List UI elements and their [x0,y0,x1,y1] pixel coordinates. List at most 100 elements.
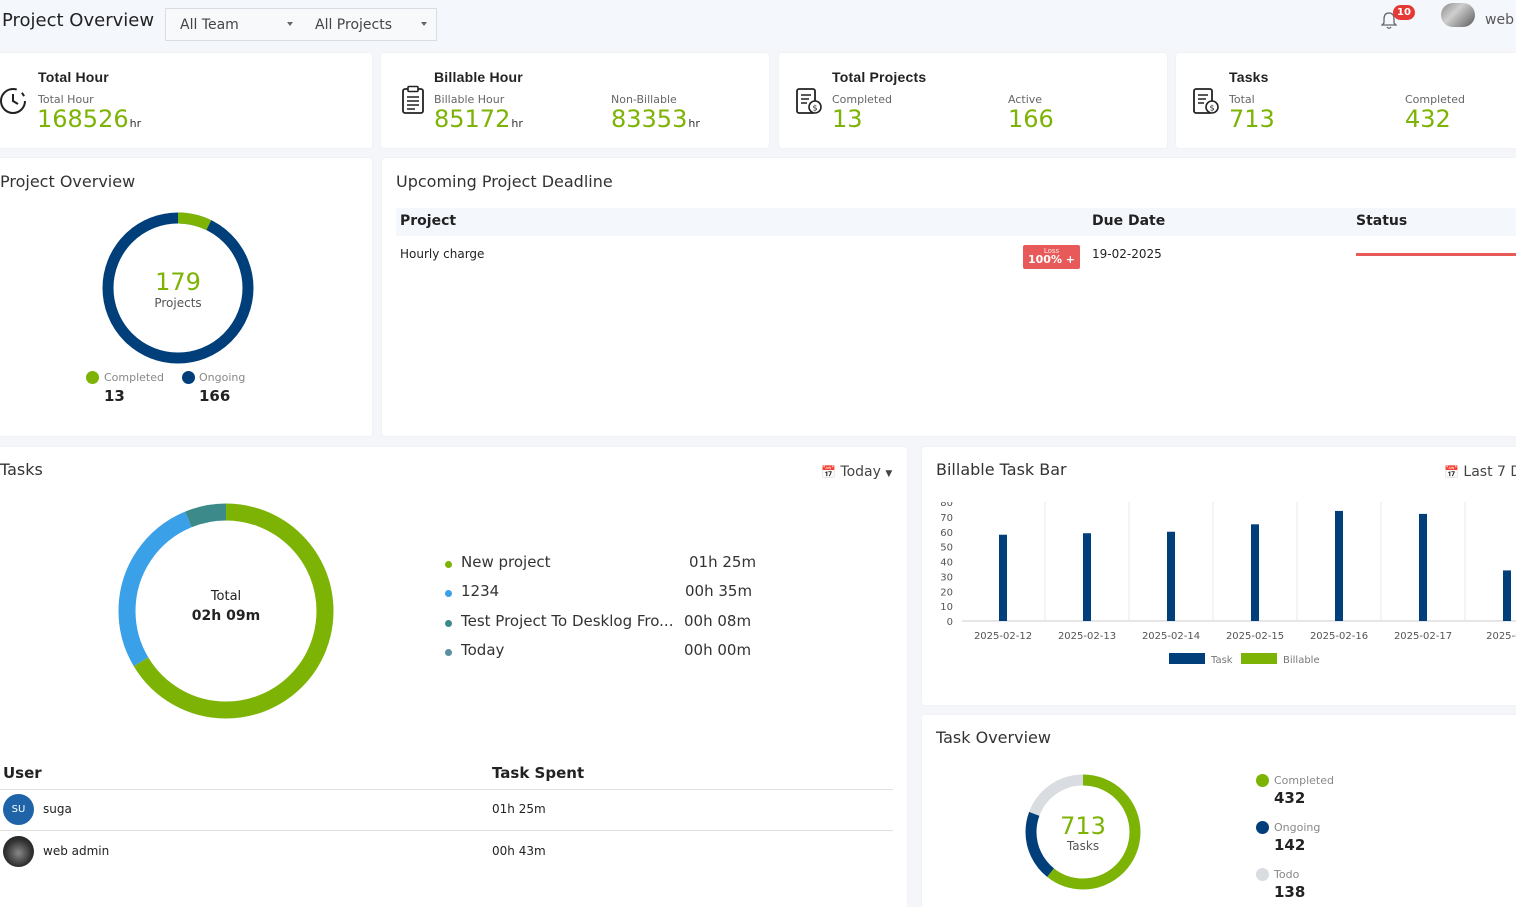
caret-down-icon: ▼ [885,469,893,479]
stat-sub-label: Active [1008,93,1043,106]
stat-title: Tasks [1229,69,1269,85]
calendar-icon: 📅 [821,465,836,479]
task-bar[interactable] [1083,533,1091,621]
stat-sub-label: Billable Hour [434,93,505,106]
x-tick-label: 2025-02-16 [1310,631,1368,642]
clipboard-icon [402,85,424,114]
value-number: 85172 [434,105,511,133]
donut-segment [118,503,334,719]
tasks-donut-chart [118,503,334,719]
section-title: Billable Task Bar [936,460,1067,479]
project-donut-chart [102,212,254,364]
loss-badge-label: Loss [1043,247,1060,255]
notification-badge: 10 [1393,5,1415,20]
task-legend-dot [445,620,452,627]
y-tick-label: 60 [940,528,953,539]
range-label: Today [840,464,881,480]
tasks-sheet-icon: $ [1193,88,1219,114]
range-dropdown[interactable]: 📅 Today ▼ [821,464,892,480]
project-name[interactable]: Hourly charge [400,247,485,261]
task-bar[interactable] [1251,524,1259,621]
legend-swatch[interactable] [1241,653,1277,664]
legend-label: Ongoing [199,371,246,384]
task-name: Today [461,641,505,659]
task-time: 00h 08m [684,612,752,630]
upcoming-deadline-card: Upcoming Project Deadline Project Due Da… [382,158,1516,436]
todo-legend-dot [1256,868,1269,881]
total-projects-card: $ Total Projects Completed 13 Active 166 [779,53,1167,148]
donut-segment [1025,774,1141,890]
user-avatar: SU [3,794,34,825]
legend-value: 142 [1274,836,1306,854]
task-legend-dot [445,590,452,597]
legend-swatch[interactable] [1169,653,1205,664]
legend-label: Billable [1283,655,1320,666]
x-tick-label: 2025-02 [1486,631,1516,642]
column-header-status: Status [1356,213,1408,229]
x-tick-label: 2025-02-12 [974,631,1032,642]
team-filter-select[interactable]: All Team [165,8,302,41]
task-spent: 01h 25m [492,802,546,816]
user-name[interactable]: web [1485,12,1514,28]
billable-task-bar-card: Billable Task Bar 📅 Last 7 Da 0 10 20 30 40 5… [922,447,1516,705]
x-tick-label: 2025-02-13 [1058,631,1116,642]
range-dropdown[interactable]: 📅 Last 7 Da [1444,464,1516,480]
task-time: 00h 00m [684,641,752,659]
task-bar[interactable] [1419,513,1427,621]
task-bar[interactable] [999,534,1007,621]
caret-down-icon [287,22,293,26]
stat-title: Total Hour [38,69,109,85]
donut-segment [118,503,334,719]
y-tick-label: 70 [940,513,953,524]
user-avatar[interactable] [1441,3,1475,27]
non-billable-value: 83353hr [611,105,700,133]
project-sheet-icon: $ [796,88,822,114]
task-time: 01h 25m [689,553,757,571]
tasks-card: $ Tasks Total 713 Completed 432 [1176,53,1516,148]
range-label: Last 7 Da [1463,464,1516,480]
user-name: web admin [43,844,110,858]
completed-legend-dot [86,371,99,384]
tasks-total-label: Total [210,589,242,604]
task-name: New project [461,553,551,571]
active-projects-value: 166 [1008,105,1054,133]
y-tick-label: 50 [940,543,953,554]
section-title: Upcoming Project Deadline [396,172,613,191]
legend-value: 13 [104,387,125,405]
y-tick-label: 0 [947,617,953,628]
unit-label: hr [511,117,523,130]
task-bar[interactable] [1167,531,1175,621]
billable-bar-chart: 0 10 20 30 40 50 60 70 80 2025-02-12 2025-02-13 202… [940,502,1516,666]
completed-arc [102,212,254,364]
value-number: 83353 [611,105,688,133]
task-name: 1234 [461,582,500,600]
billable-hour-card: Billable Hour Billable Hour 85172hr Non-… [381,53,769,148]
task-overview-donut [1025,774,1141,890]
task-bar[interactable] [1503,570,1511,621]
table-header-row [396,208,1516,236]
project-total-value: 179 [155,268,201,296]
due-date: 19-02-2025 [1092,247,1162,261]
legend-label: Completed [104,371,164,384]
unit-label: hr [688,117,700,130]
project-filter-select[interactable]: All Projects [301,8,437,41]
legend-label: Completed [1274,774,1334,787]
page-title: Project Overview [2,10,155,31]
svg-text:$: $ [1210,104,1215,113]
task-legend-dot [445,561,452,568]
total-hour-card: Total Hour Total Hour 168526hr [0,53,372,148]
task-overview-label: Tasks [1066,839,1100,853]
y-tick-label: 80 [940,502,953,509]
column-header-user: User [3,764,42,782]
column-header-due-date: Due Date [1092,213,1166,229]
column-header-task-spent: Task Spent [492,764,585,782]
task-overview-card: Task Overview 713 Tasks Completed 432 On… [922,715,1516,907]
task-bar[interactable] [1335,510,1343,621]
bell-icon[interactable] [1381,12,1397,30]
legend-value: 138 [1274,883,1306,901]
value-number: 168526 [37,105,129,133]
y-tick-label: 40 [940,558,953,569]
ongoing-legend-dot [1256,821,1269,834]
team-filter-label: All Team [180,17,239,33]
x-tick-label: 2025-02-17 [1394,631,1452,642]
